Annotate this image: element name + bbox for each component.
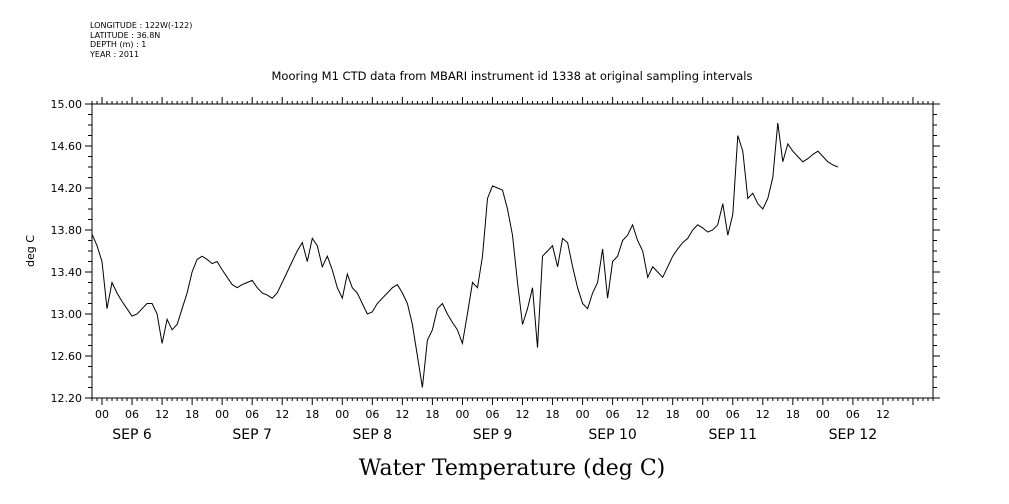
meta-latitude: LATITUDE : 36.8N [90,30,161,40]
metadata-block: LONGITUDE : 122W(-122) LATITUDE : 36.8N … [90,21,192,59]
x-day-label: SEP 7 [232,427,272,443]
y-tick-label: 15.00 [51,98,83,111]
x-hour-label: 18 [425,408,439,421]
x-hour-label: 18 [786,408,800,421]
meta-longitude: LONGITUDE : 122W(-122) [90,21,193,30]
x-hour-label: 12 [636,408,650,421]
y-tick-label: 12.20 [51,392,83,405]
x-hour-label: 18 [305,408,319,421]
x-hour-label: 18 [666,408,680,421]
x-hour-label: 12 [876,408,890,421]
x-day-label: SEP 12 [829,427,877,443]
y-tick-label: 13.00 [51,308,83,321]
y-tick-label: 14.20 [51,182,83,195]
x-hour-label: 06 [726,408,740,421]
x-hour-label: 06 [245,408,259,421]
x-hour-label: 12 [275,408,289,421]
x-day-label: SEP 11 [709,427,757,443]
x-hour-label: 12 [756,408,770,421]
x-hour-label: 12 [395,408,409,421]
plot-frame [91,103,934,399]
y-tick-label: 12.60 [51,350,83,363]
y-tick-label: 13.40 [51,266,83,279]
x-hour-label: 12 [155,408,169,421]
y-tick-label: 13.80 [51,224,83,237]
x-hour-label: 06 [365,408,379,421]
x-day-label: SEP 10 [588,427,636,443]
x-day-label: SEP 8 [353,427,393,443]
x-hour-label: 06 [606,408,620,421]
x-hour-label: 06 [485,408,499,421]
chart-title: Mooring M1 CTD data from MBARI instrumen… [272,69,753,83]
series-line [91,122,839,388]
x-hour-label: 06 [846,408,860,421]
x-hour-label: 00 [215,408,229,421]
x-hour-label: 00 [455,408,469,421]
x-hour-label: 18 [185,408,199,421]
x-hour-label: 18 [546,408,560,421]
series-group [91,122,839,388]
x-hour-label: 00 [696,408,710,421]
x-hour-label: 00 [335,408,349,421]
y-axis-label: deg C [24,235,37,267]
x-hour-label: 00 [576,408,590,421]
x-hour-label: 00 [816,408,830,421]
x-hour-label: 06 [125,408,139,421]
x-axis: 00 06 12 18 00 06 12 18 00 06 12 18 00 06 12 18 00 06 12 18… [91,97,934,443]
x-hour-label: 00 [95,408,109,421]
x-axis-title: Water Temperature (deg C) [359,456,666,481]
x-day-label: SEP 6 [112,427,152,443]
x-hour-label: 12 [516,408,530,421]
y-tick-label: 14.60 [51,140,83,153]
meta-depth: DEPTH (m) : 1 [90,40,147,49]
meta-year: YEAR : 2011 [90,49,140,59]
x-day-label: SEP 9 [473,427,513,443]
y-axis: 12.20 12.60 13.00 13.40 13.80 14.20 14.60 15.00 [51,98,940,405]
